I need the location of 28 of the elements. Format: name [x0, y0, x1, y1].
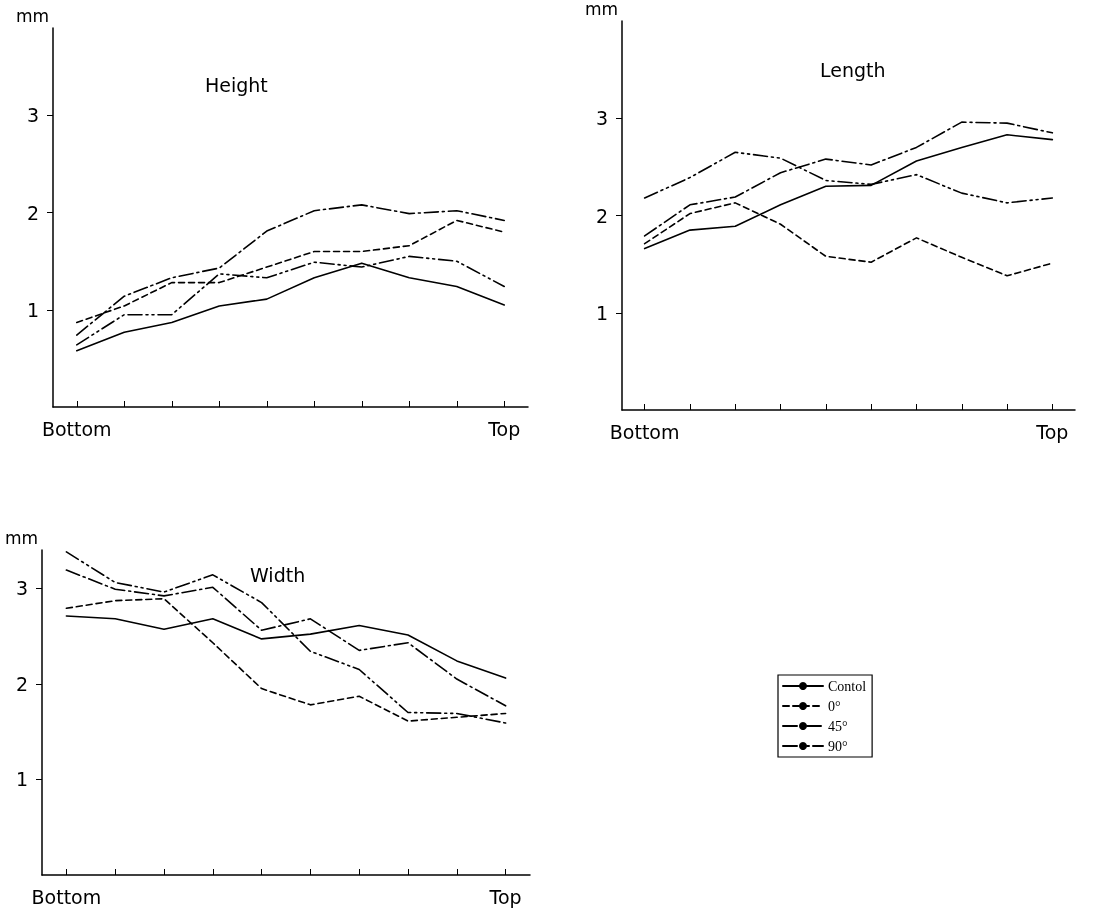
y-axis-title: mm — [4, 527, 38, 548]
x-tick-label: Top — [1035, 420, 1069, 443]
y-tick-label: 2 — [15, 672, 28, 695]
y-tick-label: 3 — [26, 104, 39, 127]
x-tick-label: Top — [488, 885, 522, 908]
text: Width — [250, 563, 306, 586]
text: Length — [820, 58, 886, 81]
legend-label: Contol — [828, 678, 867, 694]
line-series — [65, 551, 507, 724]
y-tick-label: 2 — [26, 201, 39, 224]
x-tick-label: Top — [487, 417, 521, 440]
x-tick-label: Bottom — [31, 885, 102, 908]
legend-label: 0° — [828, 698, 841, 714]
text: Height — [205, 73, 268, 96]
y-tick-label: 2 — [595, 204, 608, 227]
y-tick-label: 1 — [595, 301, 608, 324]
x-tick-label: Bottom — [609, 420, 680, 443]
y-axis-title: mm — [15, 5, 49, 26]
x-tick-label: Bottom — [41, 417, 112, 440]
y-axis-title: mm — [584, 0, 618, 19]
legend-label: 45° — [828, 718, 848, 734]
y-tick-label: 1 — [26, 298, 39, 321]
y-tick-label: 3 — [595, 107, 608, 130]
y-tick-label: 3 — [15, 577, 28, 600]
line-series — [643, 121, 1054, 237]
line-series — [75, 204, 506, 336]
legend-label: 90° — [828, 738, 848, 754]
y-tick-label: 1 — [15, 768, 28, 791]
